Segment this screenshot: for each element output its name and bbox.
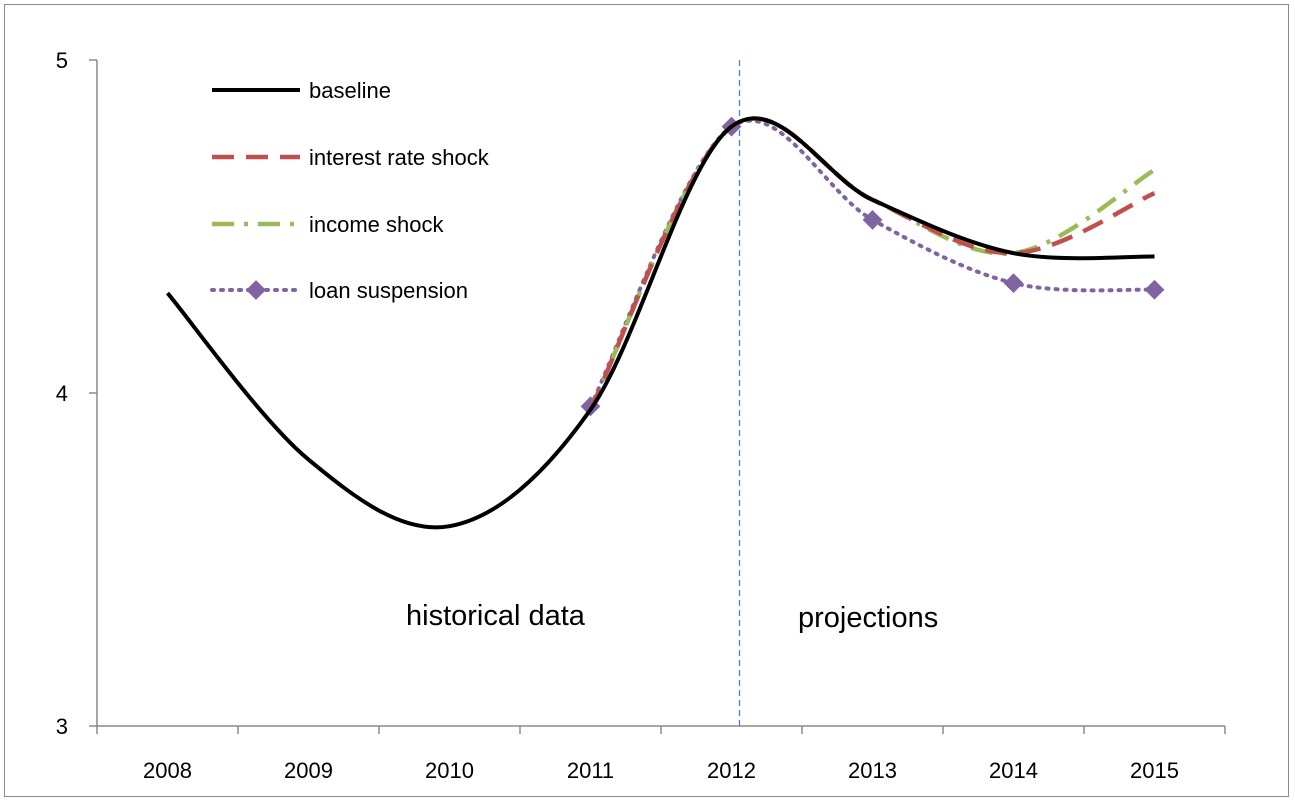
series-line-loan-suspension bbox=[588, 118, 1157, 409]
legend-marker bbox=[246, 280, 266, 300]
x-tick-label: 2009 bbox=[284, 758, 333, 783]
legend-label-baseline: baseline bbox=[309, 78, 391, 103]
series-line-income-shock bbox=[588, 116, 1156, 411]
series-line-interest-rate-shock bbox=[588, 116, 1156, 411]
legend-label-income-shock: income shock bbox=[309, 212, 445, 237]
legend: baseline interest rate shock income shock l… bbox=[210, 78, 490, 303]
chart-frame bbox=[4, 4, 1289, 797]
x-tick-label: 2011 bbox=[567, 758, 614, 783]
x-tick-label: 2008 bbox=[143, 758, 192, 783]
x-tick-label: 2010 bbox=[425, 758, 474, 783]
x-tick-label: 2015 bbox=[1130, 758, 1179, 783]
data-point-marker bbox=[862, 209, 883, 230]
y-tick-label: 4 bbox=[56, 381, 68, 406]
x-tick-label: 2013 bbox=[848, 758, 897, 783]
series-lines bbox=[165, 116, 1165, 530]
legend-label-loan-suspension: loan suspension bbox=[309, 278, 468, 303]
x-tick-label: 2014 bbox=[989, 758, 1038, 783]
data-point-marker bbox=[1144, 279, 1165, 300]
y-tick-label: 3 bbox=[56, 714, 68, 739]
annotation-projections: projections bbox=[798, 602, 938, 634]
data-point-marker bbox=[1003, 273, 1024, 294]
y-tick-label: 5 bbox=[56, 48, 68, 73]
axes: 3 4 5 2008 2009 2010 2011 2012 2013 2014 2015 bbox=[56, 48, 1226, 783]
annotation-historical-data: historical data bbox=[406, 600, 586, 632]
legend-label-interest-rate-shock: interest rate shock bbox=[309, 145, 490, 170]
x-tick-label: 2012 bbox=[707, 758, 756, 783]
series-line-baseline bbox=[165, 116, 1155, 530]
